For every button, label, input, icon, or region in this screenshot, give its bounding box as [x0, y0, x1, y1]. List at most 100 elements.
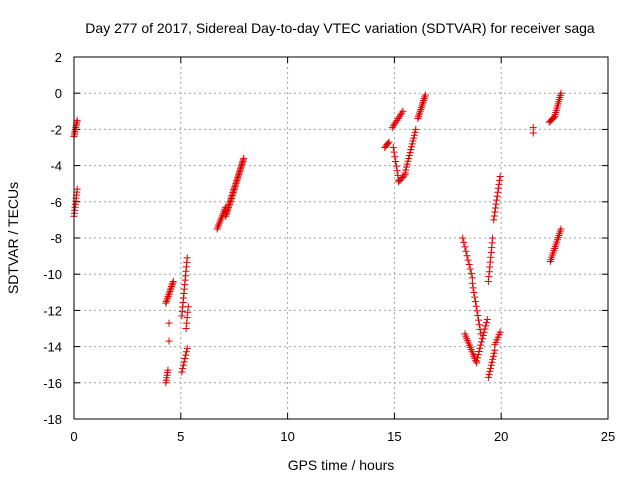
- data-point: [493, 192, 501, 200]
- data-point: [491, 204, 499, 212]
- data-point: [162, 297, 170, 305]
- data-point: [384, 139, 392, 147]
- data-point: [468, 279, 476, 287]
- x-tick-label: 20: [494, 429, 508, 444]
- data-point: [163, 296, 171, 304]
- data-point: [414, 113, 422, 121]
- data-point: [489, 355, 497, 363]
- data-point: [182, 351, 190, 359]
- data-point: [493, 196, 501, 204]
- data-point: [491, 208, 499, 216]
- y-tick-label: -2: [50, 122, 62, 137]
- data-point: [391, 153, 399, 161]
- data-point: [392, 162, 400, 170]
- data-point: [419, 98, 427, 106]
- y-tick-label: 2: [55, 50, 62, 65]
- y-tick-label: -10: [43, 267, 62, 282]
- data-point: [184, 308, 192, 316]
- data-point: [418, 102, 426, 110]
- y-tick-label: -12: [43, 303, 62, 318]
- data-point: [403, 160, 411, 168]
- data-point: [398, 109, 406, 117]
- data-point: [478, 338, 486, 346]
- data-point: [402, 166, 410, 174]
- data-point: [461, 243, 469, 251]
- y-tick-label: -6: [50, 195, 62, 210]
- data-point: [388, 124, 396, 132]
- data-point: [416, 109, 424, 117]
- data-point: [165, 291, 173, 299]
- data-point: [490, 212, 498, 220]
- data-point: [416, 107, 424, 115]
- data-point: [168, 282, 176, 290]
- data-point: [467, 269, 475, 277]
- data-point: [166, 287, 174, 295]
- x-axis-label: GPS time / hours: [288, 457, 395, 473]
- data-point: [181, 354, 189, 362]
- data-point: [421, 91, 429, 99]
- data-point: [462, 247, 470, 255]
- data-point: [165, 289, 173, 297]
- data-point: [480, 328, 488, 336]
- data-point: [481, 325, 489, 333]
- data-point: [471, 293, 479, 301]
- data-point: [240, 154, 248, 162]
- data-point: [492, 200, 500, 208]
- data-point: [390, 148, 398, 156]
- data-point: [473, 354, 481, 362]
- data-point: [471, 298, 479, 306]
- data-point: [484, 373, 492, 381]
- data-point: [164, 366, 172, 374]
- data-point: [478, 335, 486, 343]
- data-point: [167, 284, 175, 292]
- data-point: [474, 351, 482, 359]
- data-point: [475, 347, 483, 355]
- data-point: [412, 125, 420, 133]
- data-point: [473, 307, 481, 315]
- data-point: [179, 361, 187, 369]
- data-point: [464, 256, 472, 264]
- data-point: [394, 171, 402, 179]
- data-point: [405, 151, 413, 159]
- data-point: [477, 341, 485, 349]
- data-point: [410, 131, 418, 139]
- data-point: [490, 216, 498, 224]
- data-point: [415, 111, 423, 119]
- data-point: [400, 172, 408, 180]
- data-point: [489, 234, 497, 242]
- x-tick-label: 5: [177, 429, 184, 444]
- data-point: [392, 118, 400, 126]
- y-tick-label: -16: [43, 376, 62, 391]
- data-point: [470, 288, 478, 296]
- data-point: [162, 299, 170, 307]
- data-point: [73, 116, 81, 124]
- data-point: [496, 172, 504, 180]
- data-point: [475, 316, 483, 324]
- data-point: [476, 344, 484, 352]
- data-point: [169, 277, 177, 285]
- data-point: [391, 120, 399, 128]
- data-point: [472, 302, 480, 310]
- data-point: [169, 279, 177, 287]
- data-point: [389, 144, 397, 151]
- data-point: [479, 331, 487, 339]
- data-point: [182, 348, 190, 356]
- x-tick-label: 10: [280, 429, 294, 444]
- data-point: [414, 115, 422, 123]
- data-point: [183, 344, 191, 352]
- data-point: [407, 146, 415, 154]
- data-point: [418, 100, 426, 108]
- data-point: [473, 357, 481, 365]
- data-point: [475, 321, 483, 329]
- data-point: [410, 134, 418, 142]
- data-point: [407, 143, 415, 151]
- data-point: [394, 115, 402, 123]
- data-point: [166, 286, 174, 294]
- data-point: [420, 96, 428, 104]
- data-point: [408, 140, 416, 148]
- data-point: [550, 114, 558, 122]
- data-point: [180, 358, 188, 366]
- chart-title: Day 277 of 2017, Sidereal Day-to-day VTE…: [85, 20, 595, 36]
- data-point: [421, 93, 429, 101]
